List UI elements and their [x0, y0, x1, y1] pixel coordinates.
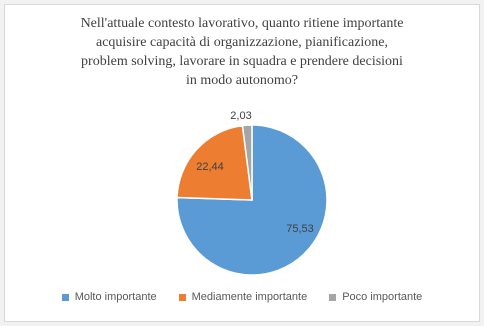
legend-swatch — [329, 293, 337, 301]
chart-title-line: problem solving, lavorare in squadra e p… — [81, 54, 403, 69]
chart-title-line: acquisire capacità di organizzazione, pi… — [95, 35, 389, 50]
legend-item-mediamente-importante: Mediamente importante — [178, 291, 308, 303]
data-label: 22,44 — [196, 161, 224, 173]
legend-label: Mediamente importante — [191, 291, 308, 303]
data-label: 2,03 — [230, 110, 251, 122]
legend-item-poco-importante: Poco importante — [329, 291, 422, 303]
legend-swatch — [178, 293, 186, 301]
chart-title-line: Nell'attuale contesto lavorativo, quanto… — [80, 16, 404, 31]
legend-label: Molto importante — [74, 291, 157, 303]
chart-title-line: in modo autonomo? — [186, 73, 298, 88]
slice-mediamente-importante — [176, 124, 253, 201]
slice-poco-importante — [241, 124, 253, 201]
legend-label: Poco importante — [342, 291, 423, 303]
chart-legend: Molto importante Mediamente importante P… — [0, 291, 484, 303]
legend-swatch — [61, 293, 69, 301]
slice-molto-importante — [176, 124, 328, 276]
legend-item-molto-importante: Molto importante — [61, 291, 157, 303]
chart-title: Nell'attuale contesto lavorativo, quanto… — [40, 14, 444, 90]
data-label: 75,53 — [286, 223, 314, 235]
